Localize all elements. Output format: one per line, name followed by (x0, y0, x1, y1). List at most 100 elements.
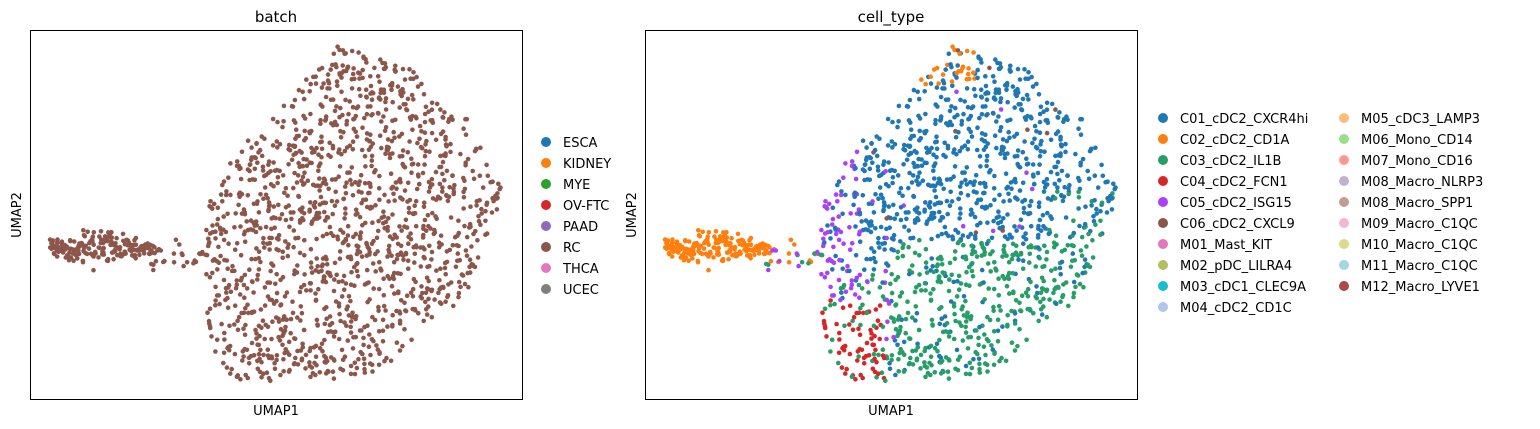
scatter-point (241, 354, 246, 359)
scatter-point (281, 369, 287, 374)
scatter-point (432, 297, 437, 302)
scatter-point (977, 370, 983, 375)
scatter-point (1062, 184, 1067, 190)
scatter-point (323, 94, 329, 100)
batch-panel: batch UMAP1 UMAP2 ESCAKIDNEYMYEOV-FTCPAA… (10, 8, 611, 419)
scatter-point (262, 185, 268, 190)
scatter-point (234, 159, 240, 164)
scatter-point (860, 138, 866, 143)
scatter-point (392, 135, 397, 141)
scatter-point (288, 330, 294, 336)
scatter-point (397, 321, 403, 326)
scatter-point (260, 168, 266, 173)
scatter-point (875, 318, 881, 324)
scatter-point (336, 174, 342, 179)
scatter-point (386, 243, 392, 249)
scatter-point (1049, 268, 1054, 273)
scatter-point (261, 196, 266, 201)
scatter-point (864, 155, 869, 160)
scatter-point (406, 205, 412, 211)
scatter-point (423, 290, 429, 296)
scatter-point (996, 303, 1002, 309)
scatter-point (889, 167, 895, 173)
scatter-point (259, 134, 265, 139)
scatter-point (1005, 236, 1010, 242)
scatter-point (904, 103, 910, 109)
scatter-point (390, 118, 395, 124)
scatter-point (210, 230, 215, 235)
scatter-point (675, 245, 680, 250)
scatter-point (1042, 149, 1047, 154)
scatter-point (944, 320, 950, 326)
scatter-point (371, 338, 376, 344)
scatter-point (978, 164, 983, 169)
scatter-point (397, 348, 403, 353)
scatter-point (380, 328, 386, 334)
scatter-point (300, 89, 306, 95)
scatter-point (1006, 259, 1012, 265)
scatter-point (395, 271, 401, 276)
scatter-point (416, 310, 421, 316)
scatter-point (836, 237, 842, 243)
scatter-point (453, 264, 459, 270)
scatter-point (426, 189, 432, 194)
scatter-point (389, 253, 394, 258)
scatter-point (297, 289, 303, 295)
scatter-point (885, 143, 891, 148)
scatter-point (992, 173, 997, 179)
scatter-point (1053, 131, 1059, 137)
scatter-point (369, 163, 374, 169)
scatter-point (855, 358, 860, 363)
scatter-point (216, 244, 221, 250)
scatter-point (835, 182, 840, 188)
scatter-point (298, 348, 304, 353)
scatter-point (964, 314, 970, 320)
scatter-point (963, 298, 968, 304)
scatter-point (1090, 255, 1096, 260)
scatter-point (936, 276, 942, 282)
scatter-point (317, 176, 322, 181)
scatter-point (361, 197, 366, 203)
scatter-point (957, 148, 963, 154)
scatter-point (1017, 327, 1022, 332)
scatter-point (996, 214, 1002, 219)
scatter-point (319, 65, 325, 71)
scatter-point (853, 224, 858, 229)
scatter-point (426, 296, 431, 302)
scatter-point (317, 188, 322, 193)
scatter-point (870, 272, 876, 278)
scatter-point (333, 299, 339, 304)
scatter-point (422, 111, 428, 117)
scatter-point (184, 259, 190, 265)
scatter-point (458, 151, 463, 157)
scatter-point (483, 208, 488, 214)
scatter-point (968, 231, 974, 237)
scatter-point (939, 257, 944, 262)
scatter-point (440, 115, 446, 120)
legend-marker (541, 179, 551, 189)
scatter-point (1013, 298, 1019, 303)
scatter-point (905, 310, 911, 316)
scatter-point (389, 283, 395, 289)
scatter-point (991, 304, 996, 310)
scatter-point (1034, 145, 1040, 151)
scatter-point (932, 176, 937, 181)
scatter-point (1000, 254, 1005, 259)
scatter-point (1025, 211, 1031, 216)
scatter-point (928, 343, 934, 349)
scatter-point (292, 336, 298, 342)
scatter-point (1014, 228, 1019, 233)
scatter-point (870, 366, 876, 372)
scatter-point (896, 369, 901, 374)
scatter-point (931, 269, 937, 275)
scatter-point (387, 276, 392, 282)
scatter-point (404, 107, 409, 112)
scatter-point (729, 235, 734, 241)
scatter-point (438, 153, 443, 159)
scatter-point (295, 173, 301, 178)
scatter-point (266, 203, 272, 209)
scatter-point (280, 173, 286, 178)
scatter-point (1006, 191, 1011, 197)
scatter-point (443, 137, 448, 142)
scatter-point (1011, 289, 1016, 295)
